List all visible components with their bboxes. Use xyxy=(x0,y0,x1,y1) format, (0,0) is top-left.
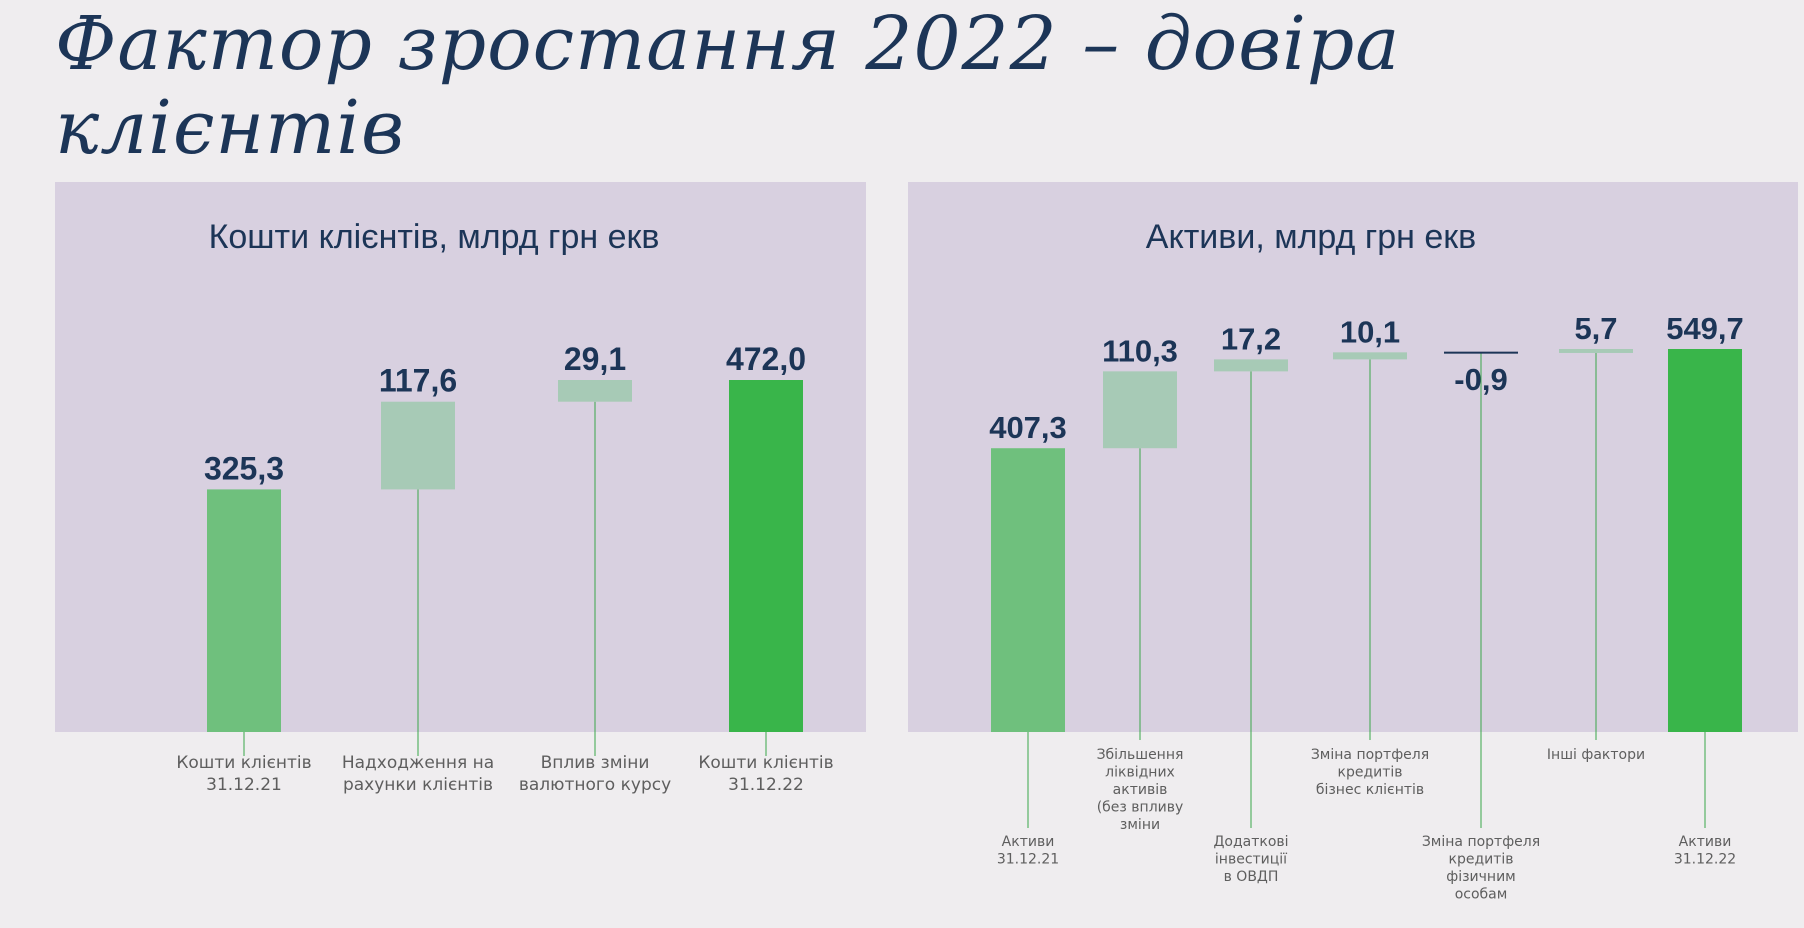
assets-category-label: Зміна портфеля кредитів фізичним особам xyxy=(1422,834,1540,903)
assets-bar xyxy=(1559,349,1633,353)
assets-value-label: 10,1 xyxy=(1340,314,1400,349)
funds-bar xyxy=(558,380,632,402)
slide-title: Фактор зростання 2022 – довіра клієнтів xyxy=(55,1,1401,171)
assets-value-label: 549,7 xyxy=(1666,311,1744,346)
funds-value-label: 472,0 xyxy=(726,341,806,377)
assets-value-label: 5,7 xyxy=(1574,311,1617,346)
assets-category-label: Зміна портфеля кредитів бізнес клієнтів xyxy=(1311,747,1429,798)
assets-value-label: 17,2 xyxy=(1221,321,1281,356)
assets-bar xyxy=(991,448,1065,732)
funds-value-label: 325,3 xyxy=(204,450,284,486)
chart-title-client-funds: Кошти клієнтів, млрд грн екв xyxy=(208,218,660,256)
funds-category-label: Кошти клієнтів 31.12.22 xyxy=(698,753,833,795)
assets-category-label: Збільшення ліквідних активів (без впливу змі… xyxy=(1097,747,1184,833)
funds-category-label: Кошти клієнтів 31.12.21 xyxy=(176,753,311,795)
funds-value-label: 117,6 xyxy=(379,363,457,399)
assets-category-label: Активи 31.12.22 xyxy=(1674,834,1736,868)
assets-category-label: Активи 31.12.21 xyxy=(997,834,1059,868)
assets-bar xyxy=(1444,351,1518,354)
funds-bar xyxy=(207,489,281,732)
assets-bar xyxy=(1668,349,1742,732)
assets-bar xyxy=(1333,352,1407,360)
assets-value-label: -0,9 xyxy=(1454,362,1507,397)
assets-value-label: 407,3 xyxy=(989,410,1067,445)
assets-category-label: Додаткові інвестиції в ОВДП xyxy=(1213,834,1288,885)
assets-bar xyxy=(1103,371,1177,449)
assets-category-label: Інші фактори xyxy=(1547,747,1645,763)
funds-category-label: Надходження на рахунки клієнтів xyxy=(342,753,494,795)
funds-value-label: 29,1 xyxy=(564,341,626,377)
chart-title-assets: Активи, млрд грн екв xyxy=(1145,218,1477,256)
assets-value-label: 110,3 xyxy=(1102,333,1178,368)
funds-category-label: Вплив зміни валютного курсу xyxy=(519,753,671,795)
assets-bar xyxy=(1214,359,1288,372)
funds-bar xyxy=(381,401,455,490)
funds-bar xyxy=(729,380,803,732)
